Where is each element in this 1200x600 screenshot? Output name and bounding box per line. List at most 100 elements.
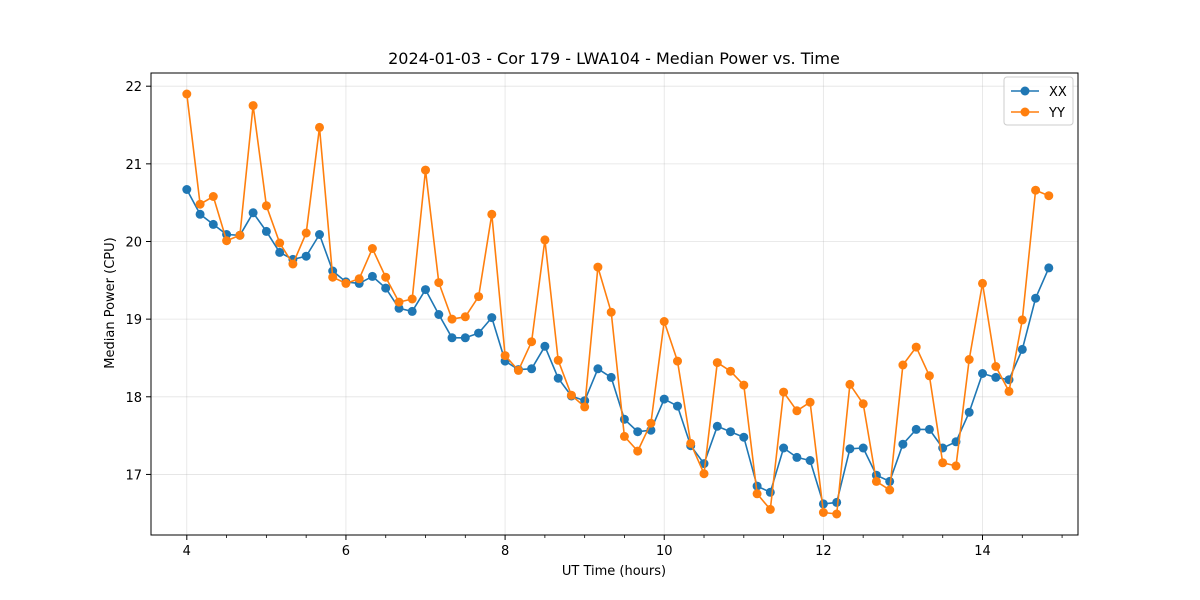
series-yy-point bbox=[341, 278, 351, 288]
series-yy-point bbox=[460, 312, 470, 322]
series-xx-point bbox=[208, 219, 218, 229]
series-yy-point bbox=[328, 272, 338, 282]
series-yy-point bbox=[924, 371, 934, 381]
series-xx-point bbox=[659, 394, 669, 404]
y-tick-label: 20 bbox=[125, 235, 142, 250]
series-yy-point bbox=[421, 165, 430, 175]
series-yy-point bbox=[593, 262, 603, 272]
series-yy-point bbox=[367, 244, 377, 253]
series-yy-point bbox=[394, 297, 404, 307]
series-yy-point bbox=[1017, 315, 1027, 325]
series-yy-point bbox=[845, 379, 855, 389]
series-xx-point bbox=[487, 313, 497, 323]
series-xx-point bbox=[765, 487, 775, 497]
series-xx-point bbox=[871, 470, 881, 480]
series-xx-point bbox=[885, 476, 895, 486]
y-tick-label: 19 bbox=[125, 313, 142, 328]
series-yy-point bbox=[540, 235, 550, 245]
series-yy-point bbox=[991, 362, 1001, 371]
series-yy-point bbox=[818, 508, 828, 517]
series-layer bbox=[182, 89, 1054, 519]
series-yy-point bbox=[315, 122, 324, 132]
series-xx-point bbox=[248, 208, 258, 218]
series-xx-point bbox=[898, 439, 908, 449]
series-xx-point bbox=[261, 226, 271, 236]
series-xx-point bbox=[421, 285, 430, 295]
series-xx-point bbox=[527, 364, 537, 374]
series-yy-point bbox=[288, 259, 298, 269]
legend-yy-label: YY bbox=[1048, 106, 1065, 121]
series-xx-point bbox=[911, 424, 921, 434]
series-xx-point bbox=[792, 452, 802, 462]
series-xx-point bbox=[1031, 293, 1041, 303]
legend-xx-marker bbox=[1020, 86, 1030, 96]
series-xx-point bbox=[195, 209, 205, 219]
series-yy-point bbox=[301, 228, 311, 238]
y-tick-label: 22 bbox=[125, 80, 142, 95]
series-xx-point bbox=[606, 372, 616, 382]
series-yy-point bbox=[1044, 191, 1054, 201]
series-xx-point bbox=[447, 333, 457, 343]
x-tick-label: 8 bbox=[501, 544, 509, 559]
chart-title: 2024-01-03 - Cor 179 - LWA104 - Median P… bbox=[388, 49, 840, 68]
y-axis-label: Median Power (CPU) bbox=[103, 237, 118, 368]
series-yy-point bbox=[673, 356, 682, 366]
x-tick-label: 6 bbox=[342, 544, 350, 559]
series-yy-point bbox=[553, 355, 563, 365]
series-xx-point bbox=[991, 372, 1001, 382]
series-xx-point bbox=[407, 306, 417, 316]
series-xx-point bbox=[315, 230, 324, 239]
series-yy-point bbox=[871, 476, 881, 486]
series-xx-point bbox=[553, 373, 563, 383]
series-xx-point bbox=[474, 328, 484, 338]
series-xx-point bbox=[739, 432, 749, 442]
series-xx-point bbox=[633, 427, 643, 437]
series-yy-point bbox=[739, 380, 749, 390]
x-tick-label: 10 bbox=[656, 544, 673, 559]
x-tick-label: 14 bbox=[974, 544, 991, 559]
series-yy-point bbox=[938, 458, 948, 468]
x-tick-label: 4 bbox=[183, 544, 191, 559]
series-yy-point bbox=[487, 209, 497, 219]
series-yy-point bbox=[964, 355, 974, 364]
series-yy-point bbox=[566, 390, 576, 400]
series-yy-point bbox=[580, 402, 590, 412]
series-yy-point bbox=[222, 236, 232, 246]
series-yy-point bbox=[182, 89, 192, 99]
series-xx-point bbox=[367, 271, 377, 281]
series-yy-point bbox=[381, 272, 391, 282]
series-yy-point bbox=[261, 201, 271, 211]
legend-xx-label: XX bbox=[1049, 85, 1067, 100]
series-yy-point bbox=[527, 337, 537, 347]
series-xx-point bbox=[858, 443, 868, 453]
series-yy-point bbox=[885, 485, 895, 495]
y-tick-label: 21 bbox=[125, 158, 142, 173]
series-yy-point bbox=[832, 509, 842, 519]
series-yy-point bbox=[474, 292, 484, 302]
series-xx-point bbox=[752, 481, 762, 491]
series-yy-point bbox=[858, 399, 868, 409]
series-xx-point bbox=[1044, 263, 1054, 273]
series-yy-point bbox=[208, 192, 218, 201]
series-xx-point bbox=[1017, 344, 1027, 354]
series-yy-point bbox=[726, 366, 735, 376]
grid-layer bbox=[151, 73, 1078, 535]
series-yy-point bbox=[805, 397, 815, 407]
series-yy bbox=[182, 89, 1054, 519]
series-yy-point bbox=[792, 406, 802, 416]
series-xx-point bbox=[593, 364, 603, 374]
series-yy-point bbox=[752, 489, 762, 499]
series-xx-point bbox=[301, 251, 311, 261]
series-yy-point bbox=[407, 294, 417, 304]
legend-yy-marker bbox=[1020, 107, 1030, 117]
series-xx-point bbox=[726, 427, 735, 437]
series-yy-point bbox=[659, 317, 669, 326]
series-yy-point bbox=[765, 504, 775, 514]
series-xx-point bbox=[673, 401, 682, 411]
series-xx-point bbox=[818, 499, 828, 509]
series-yy-point bbox=[633, 446, 643, 456]
y-tick-label: 17 bbox=[125, 468, 142, 483]
series-yy-point bbox=[513, 365, 523, 375]
series-xx-point bbox=[540, 341, 550, 351]
